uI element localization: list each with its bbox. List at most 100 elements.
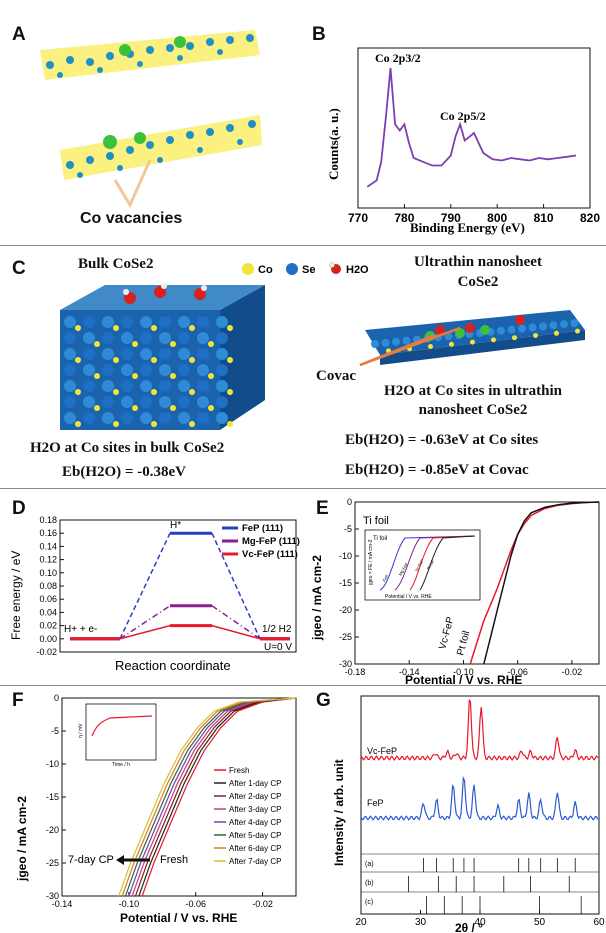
y-tick-label: -30 — [339, 659, 352, 669]
y-axis-label: Free energy / eV — [9, 551, 23, 640]
legend-entry: After 4-day CP — [229, 818, 281, 827]
svg-text:η / mV: η / mV — [78, 723, 84, 738]
divider-1 — [0, 245, 606, 246]
x-tick-label: 780 — [394, 211, 414, 225]
x-tick-label: 60 — [593, 917, 605, 928]
panel-letter-g: G — [316, 690, 331, 711]
ref-c: (c) — [365, 899, 373, 906]
divider-2 — [0, 488, 606, 489]
y-tick-label: 0.10 — [39, 568, 57, 578]
y-tick-label: -15 — [339, 578, 352, 588]
xps-spectrum-line — [366, 67, 577, 188]
covac-arrows — [359, 326, 461, 367]
ti-foil-label: Ti foil — [363, 515, 389, 527]
stability-curves — [118, 697, 297, 897]
svg-text:Mg-FeP: Mg-FeP — [398, 561, 410, 576]
covac-label: Covac — [316, 368, 356, 384]
x-axis-label: Potential / V vs. RHE — [405, 673, 522, 685]
lower-nanosheet — [60, 115, 262, 180]
nano-caption: H2O at Co sites in ultrathin nanosheet C… — [384, 383, 562, 418]
legend-f: Fresh After 1-day CP After 2-day CP After 3… — [214, 766, 281, 866]
ref-a: (a) — [365, 861, 374, 868]
arrow-right-label: Fresh — [160, 854, 188, 866]
state-right: 1/2 H2 — [262, 624, 292, 635]
y-tick-labels: 0.18 0.16 0.14 0.12 0.10 0.08 0.06 0.04 0.02 0.00… — [36, 515, 64, 657]
y-tick-label: -20 — [46, 825, 59, 835]
connector-0 — [211, 532, 261, 640]
y-tick-label: 0.16 — [39, 528, 57, 538]
axis-ticks: -0.18 -0.14 -0.10 -0.06 -0.02 0 -5 -10 -15 -20 -25… — [339, 497, 582, 677]
nano-energy-1: Eb(H2O) = -0.63eV at Co sites — [345, 432, 539, 448]
y-tick-label: 0.04 — [39, 607, 57, 617]
x-tick-label: 810 — [534, 211, 554, 225]
x-axis-label: Potential / V vs. RHE — [120, 911, 237, 925]
svg-text:Se: Se — [302, 264, 315, 276]
y-tick-label: 0 — [54, 693, 59, 703]
x-tick-label: 790 — [441, 211, 461, 225]
connector-2 — [119, 624, 171, 640]
legend-entry: After 1-day CP — [229, 779, 281, 788]
co-legend-marker — [242, 263, 254, 275]
svg-text:Potential / V vs. RHE: Potential / V vs. RHE — [385, 594, 432, 600]
svg-text:Ti foil: Ti foil — [373, 536, 387, 542]
x-tick-label: 770 — [348, 211, 368, 225]
vc-fep-label: Vc-FeP — [437, 615, 456, 650]
nano-energy-2: Eb(H2O) = -0.85eV at Covac — [345, 462, 529, 478]
connector-2 — [211, 624, 261, 640]
curve-2 — [134, 697, 297, 897]
x-tick-label: 50 — [534, 917, 546, 928]
curve-4 — [128, 697, 297, 897]
y-tick-label: 0.12 — [39, 555, 57, 565]
se-legend-marker — [286, 263, 298, 275]
x-tick-labels: 770 780 790 800 810 820 — [348, 204, 600, 225]
x-axis-label: Reaction coordinate — [115, 658, 231, 673]
peak-label-2: Co 2p5/2 — [440, 109, 486, 123]
svg-text:jgeo × FE / mA cm-2: jgeo × FE / mA cm-2 — [368, 539, 374, 586]
y-axis-label: jgeo / mA cm-2 — [15, 796, 29, 882]
y-axis-label: Counts(a. u.) — [326, 108, 341, 180]
panel-a-caption: Co vacancies — [80, 210, 183, 227]
y-tick-label: -25 — [339, 632, 352, 642]
x-tick-label: 30 — [415, 917, 427, 928]
peak-label-1: Co 2p3/2 — [375, 51, 421, 65]
curve-pt-foil — [483, 501, 600, 665]
upper-nanosheet — [40, 30, 260, 80]
y-tick-label: 0.02 — [39, 621, 57, 631]
x-tick-label: -0.02 — [252, 899, 273, 909]
connector-1 — [119, 605, 171, 640]
x-axis-label: Binding Energy (eV) — [410, 220, 525, 235]
state-left: H+ + e- — [64, 624, 97, 635]
svg-text:Pt foil: Pt foil — [426, 559, 435, 570]
y-tick-label: -20 — [339, 605, 352, 615]
x-tick-label: -0.18 — [345, 667, 366, 677]
x-axis-label: 2θ / ° — [455, 921, 483, 932]
y-tick-label: 0.06 — [39, 594, 57, 604]
y-tick-label: -10 — [46, 759, 59, 769]
legend-entry: Mg-FeP (111) — [242, 536, 300, 547]
bulk-caption: H2O at Co sites in bulk CoSe2 — [30, 440, 225, 456]
pt-foil-label: Pt foil — [455, 630, 472, 657]
x-tick-label: -0.06 — [507, 667, 528, 677]
y-tick-label: -25 — [46, 858, 59, 868]
bulk-energy: Eb(H2O) = -0.38eV — [62, 464, 186, 480]
connector-1 — [211, 605, 261, 640]
x-tick-label: -0.10 — [119, 899, 140, 909]
arrow-left-label: 7-day CP — [68, 854, 114, 866]
axis-ticks: -0.14 -0.10 -0.06 -0.02 0 -5 -10 -15 -20 -25 -30 — [46, 693, 273, 909]
y-tick-label: -30 — [46, 891, 59, 901]
x-tick-label: 800 — [487, 211, 507, 225]
bulk-title: Bulk CoSe2 — [78, 256, 154, 272]
svg-text:Co: Co — [258, 264, 273, 276]
legend-c: Co Se H2O — [242, 262, 369, 276]
legend-entry: Vc-FeP (111) — [242, 549, 298, 560]
bulk-cose2-model — [60, 283, 265, 430]
panel-letter-e: E — [316, 498, 329, 519]
y-axis-label: Intensity / arb. unit — [332, 759, 346, 866]
x-tick-label: 40 — [474, 917, 486, 928]
svg-text:H2O: H2O — [346, 264, 369, 276]
x-tick-label: -0.14 — [399, 667, 420, 677]
curve-7 — [118, 697, 297, 897]
legend-d: FeP (111) Mg-FeP (111) Vc-FeP (111) — [222, 523, 300, 560]
axis-ticks: 20 30 40 50 60 — [355, 910, 605, 928]
y-tick-label: 0.14 — [39, 541, 57, 551]
